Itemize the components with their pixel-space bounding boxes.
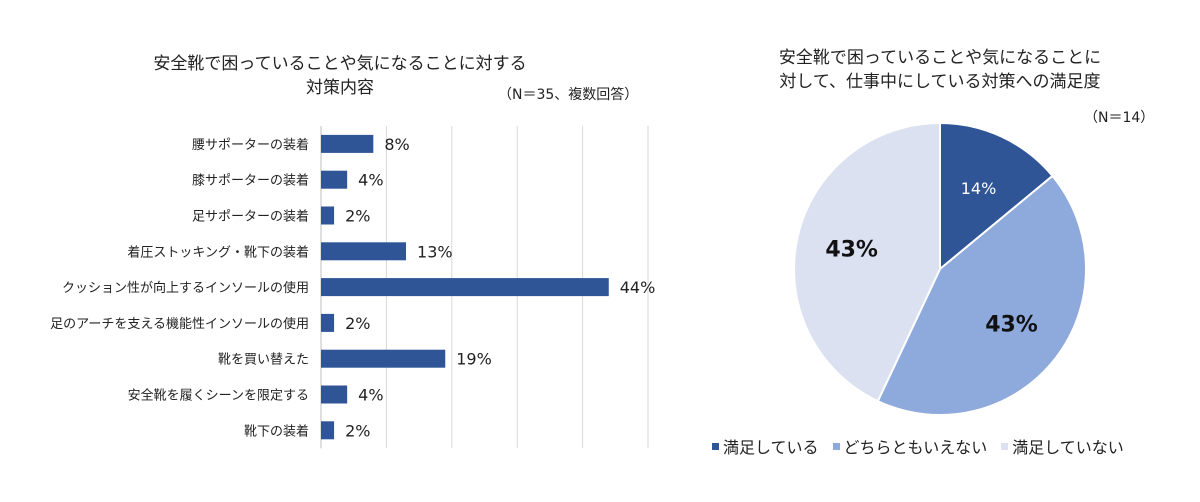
- legend-item: 満足している: [712, 434, 819, 458]
- category-label: 足サポーターの装着: [192, 209, 309, 225]
- bar: [321, 349, 446, 368]
- bar: [321, 421, 335, 440]
- data-label: 44%: [620, 278, 656, 297]
- pie-legend: 満足している どちらともいえない 満足していない: [712, 434, 1124, 458]
- bar-chart: 腰サポーターの装着 8% 膝サポーターの装着 4% 足サポーターの装着 2% 着圧ストッキン…: [50, 126, 656, 449]
- category-label: 靴を買い替えた: [218, 353, 309, 368]
- pie-data-label: 43%: [985, 312, 1038, 337]
- data-label: 4%: [358, 386, 383, 405]
- data-label: 13%: [417, 242, 453, 261]
- data-label: 4%: [358, 171, 383, 190]
- category-label: 着圧ストッキング・靴下の装着: [127, 244, 309, 260]
- data-label: 19%: [456, 350, 492, 369]
- bar: [321, 170, 348, 189]
- pie-chart-title: 安全靴で困っていることや気になることに 対して、仕事中にしている対策への満足度: [778, 48, 1102, 92]
- data-label: 2%: [345, 314, 370, 333]
- bar-chart-title: 安全靴で困っていることや気になることに対する 対策内容: [153, 54, 527, 98]
- category-label: 靴下の装着: [244, 423, 309, 439]
- legend-label: 満足している: [723, 438, 819, 457]
- bar: [321, 313, 335, 332]
- bar-chart-note: （N＝35、複数回答）: [498, 87, 639, 103]
- pie-slice: [876, 174, 1087, 416]
- legend-swatch: [832, 442, 840, 450]
- bar: [321, 242, 407, 261]
- bar: [321, 278, 609, 297]
- data-label: 8%: [384, 135, 409, 154]
- data-label: 2%: [345, 421, 370, 440]
- legend-label: どちらともいえない: [843, 438, 988, 457]
- pie-chart: 14% 43% 43%: [793, 121, 1087, 416]
- bar: [321, 206, 335, 225]
- category-label: 安全靴を履くシーンを限定する: [128, 388, 309, 404]
- category-label: 膝サポーターの装着: [192, 173, 309, 189]
- pie-data-label: 43%: [825, 237, 878, 262]
- legend-swatch: [712, 442, 719, 450]
- data-label: 2%: [345, 207, 370, 226]
- legend-swatch: [1001, 442, 1009, 450]
- category-label: 足のアーチを支える機能性インソールの使用: [50, 316, 309, 332]
- legend-label: 満足していない: [1012, 438, 1124, 457]
- category-label: クッション性が向上するインソールの使用: [62, 280, 309, 296]
- pie-chart-note: （N＝14）: [1084, 110, 1155, 126]
- pie-data-label: 14%: [961, 179, 997, 198]
- bar: [321, 385, 348, 404]
- legend-item: どちらともいえない: [832, 434, 988, 458]
- bar: [321, 134, 374, 153]
- category-label: 腰サポーターの装着: [192, 137, 309, 153]
- legend-item: 満足していない: [1001, 434, 1124, 458]
- pie-slice: [939, 121, 1054, 272]
- pie-slice: [793, 121, 941, 403]
